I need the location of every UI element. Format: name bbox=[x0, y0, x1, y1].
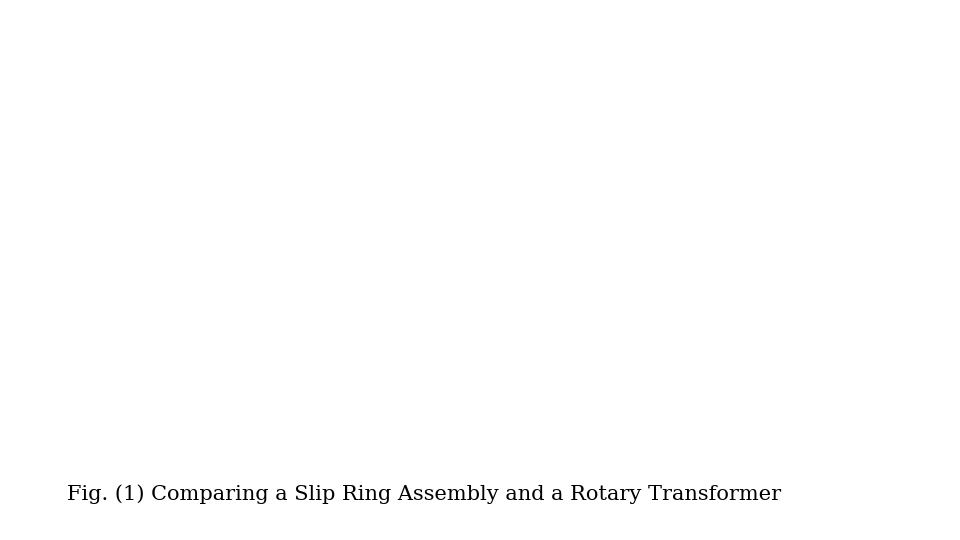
Text: Fig. (1) Comparing a Slip Ring Assembly and a Rotary Transformer: Fig. (1) Comparing a Slip Ring Assembly … bbox=[67, 484, 781, 504]
